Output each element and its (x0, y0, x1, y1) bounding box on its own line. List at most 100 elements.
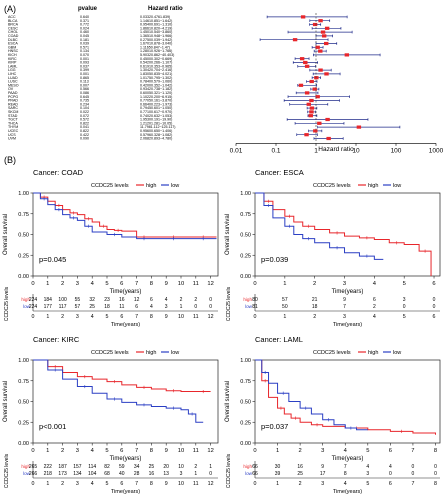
km-risk-high-value: 16 (297, 464, 303, 470)
forest-plot: 0.01 0.1 1 10 100 1000 (230, 13, 444, 154)
km-pvalue: p=0.037 (261, 422, 288, 431)
forest-cancer-label: HNSC (8, 49, 19, 53)
km-risk-low-value: 218 (44, 471, 53, 477)
forest-cancer-label: KICH (8, 53, 17, 57)
forest-cancer-label: BLCA (8, 19, 18, 23)
km-risk-high-value: 57 (282, 297, 288, 303)
km-risk-high-value: 10 (178, 464, 184, 470)
panel-b-label: (B) (4, 155, 16, 165)
forest-hr-text: 2.06820.893~4.780) (140, 137, 172, 141)
km-x-tick-label: 6 (120, 281, 123, 287)
km-risk-low-value: 0 (433, 304, 436, 310)
km-risk-low-value: 0 (389, 471, 392, 477)
km-y-tick-label: 0.75 (240, 379, 251, 385)
forest-pvalue: 0.093 (80, 61, 89, 65)
km-pvalue: p=0.039 (261, 255, 288, 264)
km-risk-side-title: CCDC25 levels (226, 286, 232, 321)
forest-hr-text: 5.90320.862~40.403) (140, 53, 174, 57)
forest-cancer-label: DLBC (8, 38, 18, 42)
km-title: Cancer: KIRC (33, 335, 80, 344)
km-risk-high-value: 6 (373, 297, 376, 303)
forest-cancer-label: LUSC (8, 80, 18, 84)
forest-hr-text: 0.57960.328~1.082) (140, 133, 172, 137)
forest-hr-box (313, 129, 318, 133)
forest-x-tick-label: 1 (314, 147, 318, 154)
km-title: Cancer: LAML (255, 335, 303, 344)
forest-hr-box (317, 121, 322, 125)
km-risk-x-tick-label: 6 (433, 314, 436, 320)
forest-cancer-label: LGG (8, 68, 16, 72)
forest-hr-text: 0.61910.353~0.965) (140, 64, 172, 68)
km-risk-x-tick-label: 2 (61, 314, 64, 320)
forest-hr-text: 0.27500.039~1.942) (140, 38, 172, 42)
km-risk-x-tick-label: 5 (106, 314, 109, 320)
km-legend-low-label: low (393, 350, 401, 356)
km-risk-x-tick-label: 3 (321, 481, 324, 487)
forest-pvalue: 0.001 (80, 72, 89, 76)
km-risk-low-value: 104 (88, 471, 97, 477)
km-risk-x-tick-label: 6 (120, 314, 123, 320)
km-y-tick-label: 0.25 (18, 420, 29, 426)
forest-cancer-label: MESO (8, 83, 19, 87)
km-risk-low-label: low (245, 471, 253, 476)
km-risk-high-value: 4 (165, 297, 168, 303)
forest-hr-text: 0.77050.161~3.870) (140, 99, 172, 103)
forest-hr-text: 1.67010.878~3.040) (140, 42, 172, 46)
km-y-tick-label: 0.25 (240, 253, 251, 259)
forest-cancer-label: STAD (8, 114, 18, 118)
forest-hr-text: 0.60050.321~1.120) (140, 91, 172, 95)
km-x-tick-label: 0 (31, 281, 34, 287)
forest-hr-text: 1.86610.820~4.219) (140, 26, 172, 30)
forest-pvalue: 0.822 (80, 121, 89, 125)
km-risk-x-tick-label: 7 (411, 481, 414, 487)
km-risk-x-tick-label: 1 (46, 481, 49, 487)
forest-x-tick-label: 100 (391, 147, 402, 154)
km-risk-side-title: CCDC25 levels (4, 453, 10, 488)
forest-hr-box (324, 72, 329, 76)
km-x-tick-label: 8 (150, 448, 153, 454)
km-risk-low-label: low (245, 304, 253, 309)
km-x-tick-label: 2 (313, 281, 316, 287)
km-y-tick-label: 0.00 (240, 274, 251, 280)
forest-hr-text: 1.01750.795~1.302) (140, 76, 172, 80)
forest-hr-box (318, 19, 323, 23)
km-risk-x-tick-label: 10 (178, 481, 184, 487)
km-risk-low-value: 1 (194, 471, 197, 477)
km-x-tick-label: 4 (91, 281, 95, 287)
km-risk-low-value: 4 (150, 304, 153, 310)
km-risk-low-label: low (23, 471, 31, 476)
km-x-tick-label: 4 (344, 448, 348, 454)
km-risk-low-value: 18 (312, 304, 318, 310)
km-curve-high (255, 359, 436, 435)
forest-hr-box (309, 110, 314, 114)
forest-cancer-label: LAML (8, 64, 17, 68)
km-legend-high-label: high (368, 350, 378, 356)
forest-cancer-label: UVM (8, 137, 16, 141)
km-risk-x-axis-title: Time(years) (111, 489, 140, 495)
km-x-tick-label: 3 (343, 281, 346, 287)
km-risk-x-tick-label: 5 (403, 314, 406, 320)
km-curve-high (255, 192, 432, 276)
km-x-tick-label: 0 (253, 281, 256, 287)
forest-hr-text: 0.77100.617~0.970) (140, 110, 172, 114)
km-risk-x-axis-title: Time(years) (333, 322, 362, 328)
forest-pvalue: 0.566 (80, 87, 89, 91)
km-risk-high-label: high (21, 297, 30, 302)
forest-pvalue: 0.001 (80, 57, 89, 61)
km-risk-low-value: 25 (89, 304, 95, 310)
km-x-tick-label: 12 (207, 281, 213, 287)
forest-hr-box (292, 38, 298, 42)
km-risk-high-value: 222 (44, 464, 53, 470)
km-title: Cancer: COAD (33, 168, 84, 177)
km-y-axis-title: Overall survival (3, 214, 9, 255)
km-curve-low (33, 359, 204, 423)
km-legend-low-label: low (393, 183, 401, 189)
km-risk-low-value: 177 (44, 304, 53, 310)
forest-pvalue: 0.645 (80, 95, 89, 99)
km-risk-x-tick-label: 1 (283, 314, 286, 320)
km-risk-x-tick-label: 12 (208, 481, 214, 487)
forest-pvalue: 0.234 (80, 102, 89, 106)
km-risk-high-value: 4 (366, 464, 369, 470)
km-risk-x-tick-label: 1 (276, 481, 279, 487)
km-risk-x-tick-label: 4 (91, 481, 94, 487)
